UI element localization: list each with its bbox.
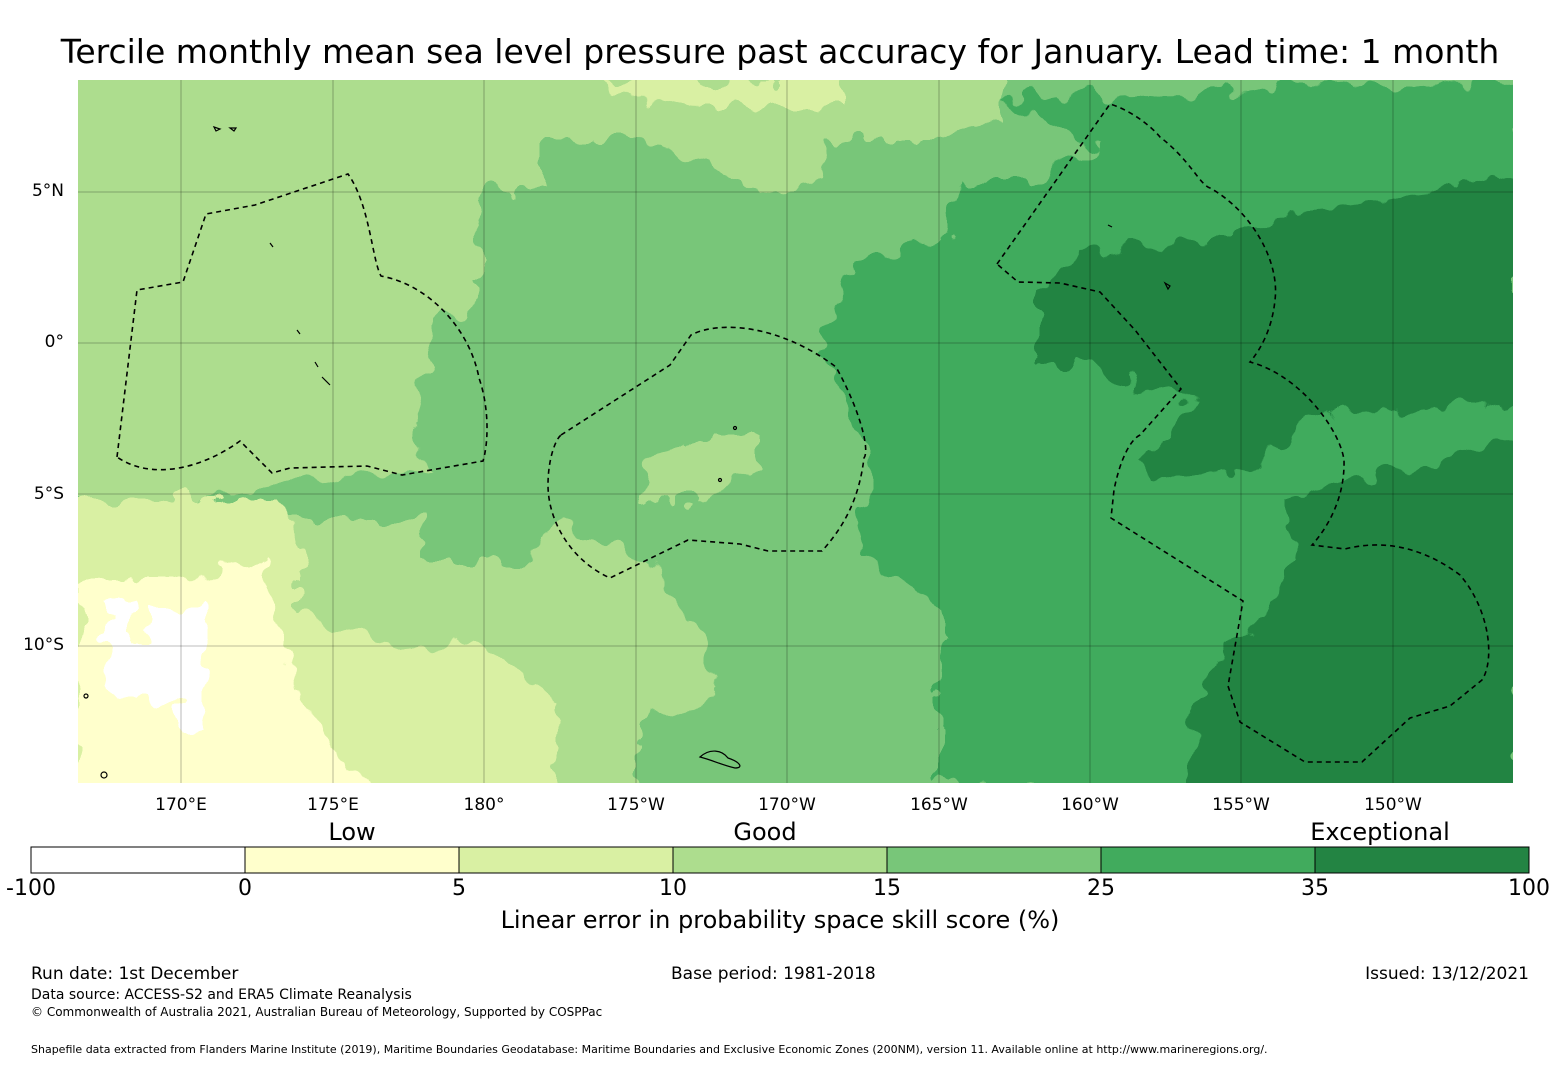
colorbar-frame: [30, 846, 1530, 874]
colorbar-tick: 15: [873, 876, 901, 901]
data-source: Data source: ACCESS-S2 and ERA5 Climate …: [31, 987, 412, 1003]
region-10-15-central: [640, 440, 760, 500]
lat-tick-label: 10°S: [23, 635, 64, 655]
lon-tick-label: 175°E: [307, 795, 359, 815]
category-label-good: Good: [733, 818, 797, 846]
category-label-exceptional: Exceptional: [1310, 818, 1450, 846]
colorbar-bin-25-35: [1101, 847, 1315, 873]
lon-tick-label: 175°W: [607, 795, 665, 815]
lon-tick-label: 155°W: [1212, 795, 1270, 815]
eez-boundary-east: [995, 103, 1490, 763]
category-label-low: Low: [328, 818, 376, 846]
eez-boundary-west: [116, 173, 488, 476]
islands: [83, 125, 1171, 779]
lat-tick-label: 5°S: [33, 484, 64, 504]
base-period: Base period: 1981-2018: [671, 964, 876, 984]
lon-tick-label: 180°: [463, 795, 505, 815]
region-35-100-southeast: [1190, 441, 1513, 783]
region-35-100-northeast: [1040, 176, 1513, 480]
colorbar-bin-0-5: [245, 847, 459, 873]
colorbar-tick: -100: [6, 876, 56, 901]
lat-tick-label: 0°: [44, 332, 64, 352]
lat-tick-label: 5°N: [31, 181, 64, 201]
colorbar-tick: 35: [1301, 876, 1329, 901]
colorbar: [30, 846, 1530, 874]
skill-field: [78, 80, 1513, 783]
eez-boundaries: [116, 103, 1490, 763]
colorbar-bin-negative: [31, 847, 245, 873]
lon-tick-label: 150°W: [1364, 795, 1422, 815]
lon-tick-label: 160°W: [1061, 795, 1119, 815]
colorbar-bin-35-100: [1315, 847, 1529, 873]
colorbar-label: Linear error in probability space skill …: [500, 906, 1060, 934]
colorbar-bin-10-15: [673, 847, 887, 873]
colorbar-tick: 5: [452, 876, 466, 901]
colorbar-tick: 25: [1087, 876, 1115, 901]
region-10-15-northwest: [78, 80, 640, 500]
region-negative-southwest: [105, 600, 205, 730]
lon-tick-label: 170°E: [155, 795, 207, 815]
lon-tick-label: 165°W: [910, 795, 968, 815]
graticule: [78, 80, 1513, 783]
issued-date: Issued: 13/12/2021: [1365, 964, 1529, 984]
colorbar-tick: 10: [659, 876, 687, 901]
colorbar-tick: 0: [238, 876, 252, 901]
colorbar-bin-15-25: [887, 847, 1101, 873]
colorbar-bin-5-10: [459, 847, 673, 873]
copyright: © Commonwealth of Australia 2021, Austra…: [31, 1005, 603, 1019]
colorbar-tick: 100: [1508, 876, 1550, 901]
lon-tick-label: 170°W: [758, 795, 816, 815]
run-date: Run date: 1st December: [31, 964, 239, 984]
shapefile-credit: Shapefile data extracted from Flanders M…: [31, 1043, 1268, 1056]
region-5-10-north: [590, 80, 840, 108]
map-title: Tercile monthly mean sea level pressure …: [60, 32, 1500, 71]
